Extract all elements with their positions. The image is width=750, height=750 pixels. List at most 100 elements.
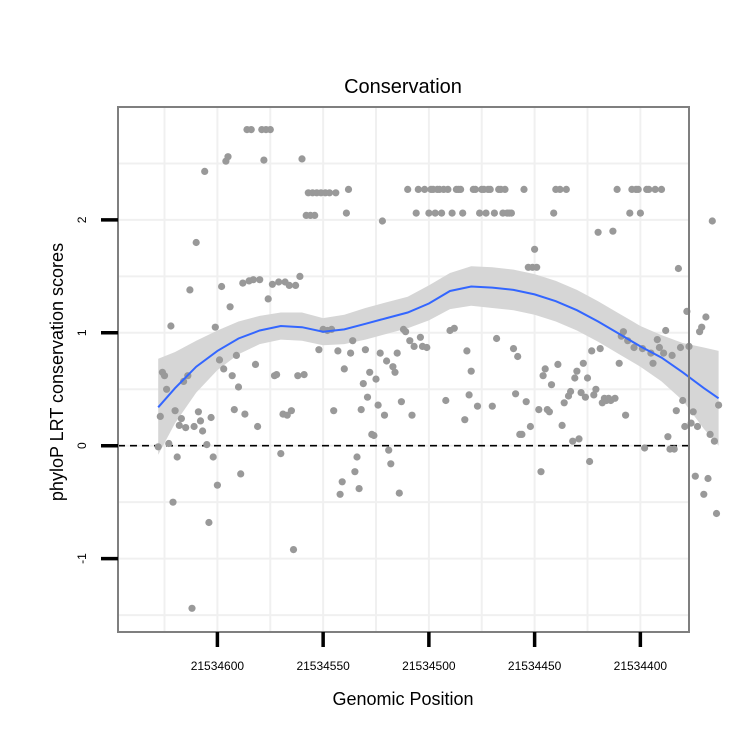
data-point	[294, 372, 302, 380]
smooth-line	[157, 285, 720, 408]
y-tick-label: 0	[75, 442, 89, 449]
data-point	[471, 185, 479, 193]
y-tick-label: 1	[75, 329, 89, 336]
data-point	[651, 185, 659, 193]
data-point	[691, 472, 699, 480]
data-point	[277, 450, 285, 458]
data-point	[196, 417, 205, 425]
data-point	[372, 375, 380, 383]
data-point	[249, 276, 257, 284]
data-point	[180, 377, 188, 385]
data-point	[450, 324, 458, 332]
data-point	[579, 359, 587, 367]
data-point	[201, 167, 209, 175]
data-point	[163, 385, 171, 393]
data-point	[560, 399, 568, 407]
data-point	[569, 437, 577, 445]
x-tick-label: 21534600	[191, 659, 245, 673]
data-point	[215, 356, 224, 364]
x-tick-label: 21534450	[508, 659, 562, 673]
data-point	[380, 411, 389, 419]
data-point	[347, 349, 355, 357]
data-point	[338, 478, 346, 486]
data-point	[402, 328, 410, 336]
data-point	[165, 439, 173, 448]
data-point	[507, 209, 515, 217]
data-point	[363, 393, 372, 401]
data-point	[186, 286, 194, 294]
data-point	[361, 346, 369, 354]
data-point	[241, 410, 249, 418]
data-point	[199, 427, 207, 435]
data-point	[645, 185, 653, 193]
data-point	[325, 189, 334, 197]
data-point	[268, 280, 276, 288]
data-point	[488, 402, 496, 410]
data-point	[406, 337, 414, 345]
data-point	[634, 185, 642, 193]
data-point	[537, 468, 545, 476]
data-point	[467, 367, 475, 375]
data-point	[404, 185, 412, 193]
data-point	[545, 408, 554, 416]
data-point	[704, 474, 712, 483]
data-point	[395, 489, 403, 497]
data-point	[520, 185, 528, 193]
x-tick-label: 21534500	[402, 659, 456, 673]
data-point	[205, 518, 213, 527]
data-point	[194, 408, 202, 416]
y-axis: -1 0 1 2	[75, 216, 118, 564]
data-point	[706, 430, 714, 438]
data-point	[349, 337, 357, 345]
data-point	[708, 217, 716, 225]
data-point	[664, 433, 672, 441]
chart-title: Conservation	[344, 76, 462, 98]
data-point	[653, 336, 661, 344]
plot-panel	[117, 106, 723, 633]
data-point	[514, 352, 522, 361]
data-point	[300, 371, 308, 379]
data-point	[340, 365, 348, 373]
data-point	[459, 209, 467, 217]
data-point	[414, 185, 422, 193]
data-point	[562, 185, 570, 193]
confidence-band	[158, 266, 719, 455]
data-point	[444, 185, 452, 193]
data-point	[712, 509, 721, 518]
data-point	[230, 406, 238, 414]
data-point	[273, 371, 281, 379]
data-point	[378, 217, 386, 225]
x-tick-label: 21534400	[614, 659, 668, 673]
data-point	[573, 367, 581, 375]
data-point	[698, 323, 706, 331]
data-point	[679, 396, 687, 405]
data-point	[581, 393, 590, 401]
x-axis-title: Genomic Position	[332, 689, 473, 709]
data-point	[476, 209, 484, 217]
data-point	[700, 490, 708, 498]
data-point	[188, 604, 196, 612]
data-point	[260, 156, 268, 164]
data-point	[518, 430, 526, 438]
data-point	[567, 387, 575, 396]
data-point	[330, 407, 338, 415]
data-point	[676, 343, 685, 352]
data-point	[154, 443, 162, 451]
data-point	[239, 279, 247, 287]
data-point	[448, 209, 456, 217]
data-point	[463, 347, 471, 355]
data-point	[622, 411, 630, 419]
data-point	[596, 345, 604, 353]
data-point	[689, 408, 697, 416]
data-point	[353, 453, 361, 461]
data-point	[592, 385, 600, 393]
data-point	[609, 227, 617, 235]
data-point	[171, 407, 179, 415]
data-point	[535, 406, 543, 414]
data-point	[583, 374, 592, 382]
data-point	[397, 398, 405, 406]
data-point	[218, 282, 226, 291]
data-point	[649, 359, 657, 367]
data-point	[182, 424, 190, 432]
